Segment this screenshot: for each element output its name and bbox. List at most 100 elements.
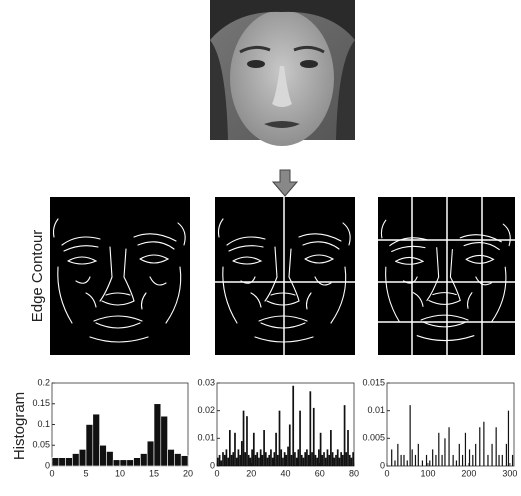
bar bbox=[412, 449, 413, 466]
edge-contour-label: Edge Contour bbox=[29, 230, 46, 323]
bar bbox=[422, 460, 423, 466]
face-photo bbox=[210, 0, 355, 146]
bar bbox=[459, 444, 460, 466]
bar bbox=[232, 452, 234, 466]
histogram-chart: 00.010.020.03020406080 bbox=[197, 377, 359, 478]
bar bbox=[127, 460, 134, 466]
bar bbox=[93, 414, 100, 466]
bar bbox=[456, 460, 457, 466]
bar bbox=[512, 455, 513, 466]
edge-image bbox=[50, 197, 190, 355]
bar bbox=[391, 449, 392, 466]
bar bbox=[330, 430, 332, 466]
bar bbox=[429, 460, 430, 466]
bar bbox=[349, 455, 351, 466]
bar bbox=[301, 455, 303, 466]
x-tick-label: 20 bbox=[246, 468, 256, 478]
bar bbox=[277, 455, 279, 466]
bar bbox=[418, 444, 419, 466]
bar bbox=[296, 458, 298, 466]
bar bbox=[219, 455, 221, 466]
bar bbox=[345, 452, 347, 466]
bar bbox=[318, 449, 320, 466]
bar bbox=[340, 452, 342, 466]
bar bbox=[397, 444, 398, 466]
bar bbox=[134, 458, 141, 466]
bar bbox=[308, 455, 310, 466]
bar bbox=[260, 449, 262, 466]
bar bbox=[465, 433, 466, 466]
bar bbox=[347, 430, 349, 466]
bar bbox=[140, 454, 147, 466]
bar bbox=[303, 458, 305, 466]
bar bbox=[320, 433, 322, 466]
bar bbox=[246, 416, 248, 466]
x-tick-label: 80 bbox=[349, 468, 359, 478]
bar bbox=[309, 391, 311, 466]
bar bbox=[403, 455, 404, 466]
bar bbox=[239, 455, 241, 466]
bar bbox=[316, 458, 318, 466]
bar bbox=[339, 458, 341, 466]
bar bbox=[438, 433, 439, 466]
bar bbox=[66, 458, 73, 466]
bar bbox=[306, 449, 308, 466]
bar bbox=[292, 386, 294, 466]
y-tick-label: 0.02 bbox=[197, 405, 215, 415]
y-tick-label: 0.15 bbox=[32, 398, 50, 408]
bar bbox=[487, 455, 488, 466]
histogram-label: Histogram bbox=[11, 392, 28, 460]
x-tick-label: 40 bbox=[280, 468, 290, 478]
bar bbox=[120, 460, 127, 466]
bar bbox=[286, 455, 288, 466]
bar bbox=[168, 449, 175, 466]
bar bbox=[426, 455, 427, 466]
bar bbox=[282, 458, 284, 466]
bar bbox=[217, 458, 219, 466]
bar bbox=[86, 425, 93, 467]
bar bbox=[323, 452, 325, 466]
bar bbox=[291, 455, 293, 466]
bar bbox=[448, 427, 449, 466]
bar bbox=[238, 449, 240, 466]
bar bbox=[394, 460, 395, 466]
bar bbox=[335, 455, 337, 466]
x-tick-label: 0 bbox=[49, 468, 54, 478]
x-tick-label: 5 bbox=[83, 468, 88, 478]
x-tick-label: 0 bbox=[214, 468, 219, 478]
bar bbox=[275, 433, 277, 466]
x-tick-label: 20 bbox=[183, 468, 193, 478]
bar bbox=[407, 460, 408, 466]
bar bbox=[174, 454, 181, 466]
bar bbox=[328, 455, 330, 466]
bar bbox=[226, 449, 228, 466]
bar bbox=[258, 458, 260, 466]
bar bbox=[325, 458, 327, 466]
bar bbox=[315, 455, 317, 466]
bar bbox=[268, 455, 270, 466]
bar bbox=[272, 458, 274, 466]
bar bbox=[502, 455, 503, 466]
bar bbox=[469, 449, 470, 466]
bar bbox=[410, 405, 411, 466]
bar bbox=[220, 460, 222, 466]
x-tick-label: 0 bbox=[384, 468, 389, 478]
bar bbox=[256, 452, 258, 466]
bar bbox=[483, 422, 484, 466]
bar bbox=[352, 452, 354, 466]
edge-image-grid bbox=[378, 197, 515, 355]
bar bbox=[435, 455, 436, 466]
bar bbox=[327, 449, 329, 466]
bar bbox=[224, 455, 226, 466]
bar bbox=[267, 458, 269, 466]
figure: Edge Contour Histogram 00.050.10.150.205… bbox=[0, 0, 521, 496]
bar bbox=[344, 405, 346, 466]
x-tick-label: 10 bbox=[115, 468, 125, 478]
bar bbox=[154, 404, 161, 466]
bar bbox=[475, 444, 476, 466]
bar bbox=[415, 455, 416, 466]
bar bbox=[279, 411, 281, 466]
